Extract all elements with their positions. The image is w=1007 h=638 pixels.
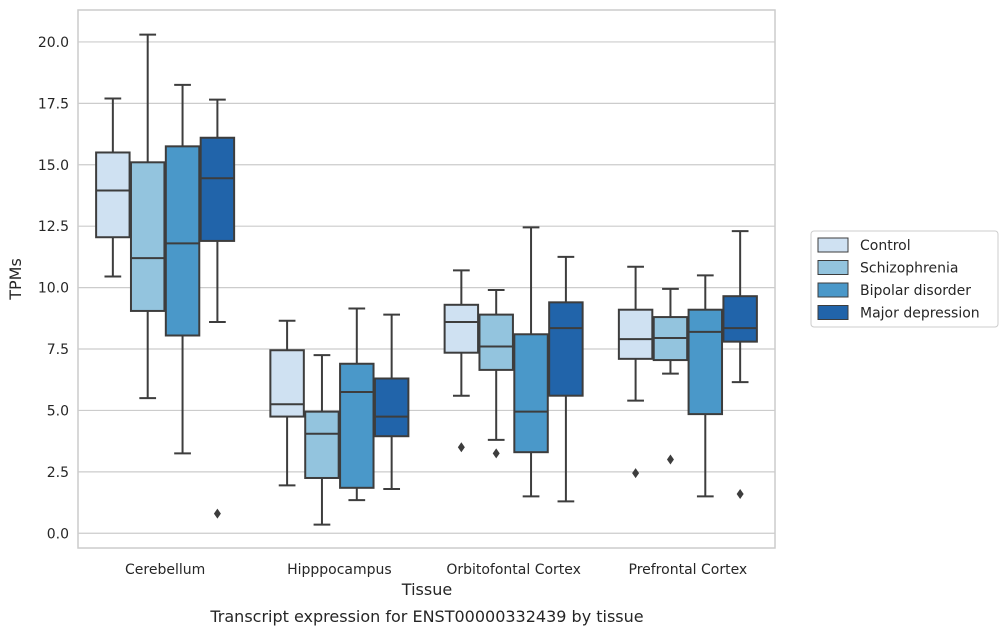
y-tick-label: 15.0: [38, 158, 69, 174]
box-iqr: [722, 295, 758, 343]
y-axis-label: TPMs: [6, 258, 25, 301]
box-iqr: [443, 303, 480, 354]
x-tick-label: Orbitofontal Cortex: [446, 562, 581, 578]
box-control-orbitofontal-cortex: [443, 269, 480, 453]
box-schizophrenia-prefrontal-cortex: [652, 287, 689, 465]
box-bipolar-disorder-hipppocampus: [339, 307, 375, 502]
box-iqr: [95, 151, 131, 239]
x-axis-ticks: Cerebellum Hipppocampus Orbitofontal Corte…: [125, 562, 747, 578]
box-iqr: [513, 333, 549, 454]
legend-item: Major depression: [817, 305, 980, 322]
legend-item: Control: [817, 237, 911, 254]
box-iqr: [687, 308, 724, 416]
box-iqr: [339, 362, 375, 489]
legend-label: Schizophrenia: [860, 261, 958, 277]
y-axis-ticks: 0.0 2.5 5.0 7.5 10.0 12.5 15.0 17.5 20.0: [38, 35, 69, 542]
outlier-point: [457, 442, 465, 453]
legend-label: Bipolar disorder: [860, 283, 971, 299]
box-iqr: [548, 301, 584, 397]
outlier-point: [666, 454, 674, 465]
box-iqr: [304, 410, 340, 479]
legend-label: Control: [860, 238, 911, 254]
gridlines: [78, 41, 775, 534]
y-tick-label: 5.0: [47, 403, 69, 419]
box-schizophrenia-hipppocampus: [304, 354, 340, 526]
x-axis-label: Tissue: [401, 580, 452, 599]
box-schizophrenia-orbitofontal-cortex: [478, 289, 514, 459]
legend-swatch: [817, 305, 849, 320]
box-iqr: [617, 308, 654, 360]
legend-item: Bipolar disorder: [817, 282, 971, 299]
y-tick-label: 12.5: [38, 219, 69, 235]
y-tick-label: 10.0: [38, 281, 69, 297]
plot-frame: [77, 9, 776, 549]
box-iqr: [129, 161, 166, 312]
box-control-cerebellum: [95, 97, 131, 278]
y-tick-label: 17.5: [38, 96, 69, 112]
legend-swatch: [817, 282, 849, 298]
legend-label: Major depression: [860, 306, 980, 322]
legend-swatch: [817, 260, 849, 275]
box-control-hipppocampus: [269, 319, 305, 487]
outlier-point: [632, 468, 640, 479]
box-bipolar-disorder-orbitofontal-cortex: [513, 226, 549, 498]
box-iqr: [269, 349, 305, 418]
legend-swatch: [817, 237, 849, 253]
y-tick-label: 7.5: [47, 342, 69, 358]
outlier-point: [492, 448, 500, 459]
legend: Control Schizophrenia Bipolar disorder Majo…: [810, 230, 999, 328]
x-tick-label: Hipppocampus: [287, 562, 392, 578]
box-iqr: [164, 145, 201, 337]
box-iqr: [373, 377, 410, 438]
chart-caption: Transcript expression for ENST0000033243…: [209, 607, 643, 626]
box-bipolar-disorder-prefrontal-cortex: [687, 274, 724, 498]
box-schizophrenia-cerebellum: [129, 33, 166, 400]
box-control-prefrontal-cortex: [617, 265, 654, 479]
box-major-depression-orbitofontal-cortex: [548, 255, 584, 503]
box-major-depression-cerebellum: [199, 98, 236, 519]
box-major-depression-prefrontal-cortex: [722, 230, 758, 499]
boxes: [95, 33, 758, 526]
x-tick-label: Prefrontal Cortex: [629, 562, 748, 578]
outlier-point: [736, 488, 744, 499]
legend-frame: [810, 230, 999, 328]
box-iqr: [199, 136, 236, 242]
box-iqr: [478, 313, 514, 371]
x-tick-label: Cerebellum: [125, 562, 205, 578]
legend-item: Schizophrenia: [817, 260, 958, 277]
y-tick-label: 20.0: [38, 35, 69, 51]
box-bipolar-disorder-cerebellum: [164, 83, 201, 455]
outlier-point: [213, 508, 221, 519]
y-tick-label: 0.0: [47, 526, 69, 542]
y-tick-label: 2.5: [47, 465, 69, 481]
box-major-depression-hipppocampus: [373, 313, 410, 491]
